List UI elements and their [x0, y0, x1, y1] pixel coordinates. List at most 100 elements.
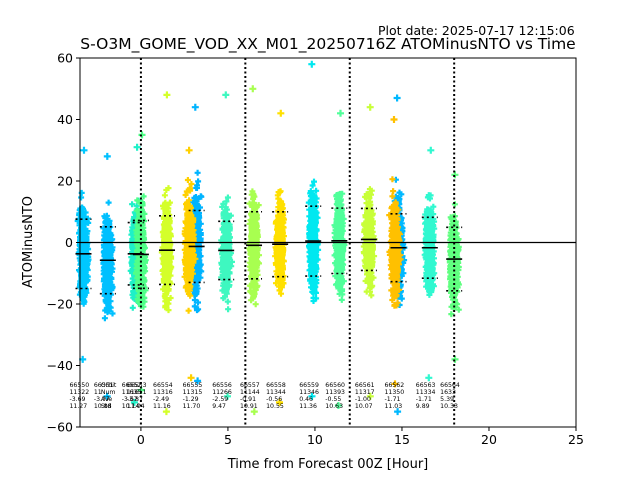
orbit-stat-4-0: 66554 — [153, 382, 173, 389]
orbit-stat-3-0: 66553 — [127, 382, 147, 389]
orbit-points-9 — [272, 109, 287, 406]
chart-title: S-O3M_GOME_VOD_XX_M01_20250716Z ATOMinus… — [80, 35, 575, 54]
orbit-stat-12-1: 11317 — [355, 389, 375, 396]
orbit-marks-0 — [74, 146, 92, 363]
x-tick-label-15: 15 — [394, 432, 410, 447]
orbit-stat-13-2: -1.71 — [384, 396, 400, 403]
y-tick-label--40: −40 — [47, 358, 73, 373]
orbit-marks-14 — [386, 116, 404, 388]
orbit-marks-9 — [272, 109, 287, 406]
y-tick-label-60: 60 — [57, 51, 73, 66]
orbit-stat-10-0: 66559 — [299, 382, 319, 389]
orbit-points-10 — [305, 60, 322, 400]
orbit-stat-1-3: 10.88 — [94, 403, 112, 410]
orbit-stat-0-1: 11322 — [69, 389, 89, 396]
orbit-marks-15 — [421, 146, 438, 382]
orbit-stat-11-0: 66560 — [325, 382, 345, 389]
orbit-points-15 — [421, 146, 438, 382]
plot-date: Plot date: 2025-07-17 12:15:06 — [378, 23, 575, 38]
x-tick-label-25: 25 — [568, 432, 584, 447]
x-tick-label-20: 20 — [481, 432, 497, 447]
orbit-marks-11 — [331, 109, 348, 409]
orbit-stat-0-2: -3.69 — [69, 396, 85, 403]
orbit-points-0 — [74, 146, 92, 363]
orbit-points-6 — [181, 146, 199, 382]
orbit-stat-8-0: 66557 — [240, 382, 260, 389]
orbit-stat-7-0: 66556 — [212, 382, 232, 389]
scatter-points — [74, 60, 462, 416]
orbit-stat-9-0: 66558 — [266, 382, 286, 389]
orbit-stat-5-1: 11315 — [183, 389, 203, 396]
orbit-marks-1 — [100, 152, 116, 400]
y-tick-label-40: 40 — [57, 112, 73, 127]
orbit-stat-11-2: -0.55 — [325, 396, 341, 403]
orbit-stat-12-0: 66561 — [355, 382, 375, 389]
orbit-marks-7 — [218, 91, 235, 400]
orbit-marks-6 — [181, 146, 199, 382]
orbit-marks-10 — [305, 60, 322, 400]
orbit-stat-2-3: 10.14 — [122, 403, 140, 410]
orbit-stat-2-0: 66552 — [122, 382, 142, 389]
orbit-stat-15-0: 66563 — [416, 382, 436, 389]
orbit-stat-10-1: 11346 — [299, 389, 319, 396]
orbit-stat-16-0: 66564 — [440, 382, 460, 389]
orbit-stat-12-3: 10.07 — [355, 403, 373, 410]
orbit-stat-5-3: 11.70 — [183, 403, 201, 410]
y-axis-label: ATOMinusNTO — [21, 196, 36, 288]
x-tick-label-5: 5 — [224, 432, 232, 447]
orbit-stat-2-2: -3.67 — [122, 396, 138, 403]
orbit-stat-0-0: 66550 — [69, 382, 89, 389]
orbit-points-8 — [246, 85, 262, 416]
axes: 0 5 10 15 20 25 −60 −40 −20 0 20 40 60 — [47, 51, 584, 448]
orbit-stat-5-2: -1.29 — [183, 396, 199, 403]
orbit-stat-15-1: 11334 — [416, 389, 436, 396]
orbit-stat-2-1: 11635 — [122, 389, 142, 396]
orbit-points-14 — [386, 116, 404, 388]
orbit-stat-1-0: 66551 — [94, 382, 114, 389]
stats-header-0: Orbit — [101, 382, 117, 389]
orbit-stat-15-3: 9.89 — [416, 403, 430, 410]
orbit-stat-16-2: 5.39 — [440, 396, 454, 403]
orbit-marks-8 — [246, 85, 262, 416]
stats-header-1: Num — [101, 389, 116, 396]
orbit-stat-11-3: 10.63 — [325, 403, 343, 410]
orbit-stat-5-0: 66555 — [183, 382, 203, 389]
orbit-stat-10-3: 11.36 — [299, 403, 317, 410]
x-tick-label-0: 0 — [137, 432, 145, 447]
orbit-stat-13-3: 11.03 — [384, 403, 402, 410]
stats-header-3: Std — [101, 403, 111, 410]
orbit-stat-9-3: 10.55 — [266, 403, 284, 410]
orbit-marks-12 — [360, 103, 378, 400]
stats-header-2: Ave — [101, 396, 113, 403]
orbit-stat-1-2: -3.77 — [94, 396, 110, 403]
orbit-stat-8-1: 11144 — [240, 389, 260, 396]
orbit-stat-9-2: -0.56 — [266, 396, 282, 403]
orbit-stat-9-1: 11344 — [266, 389, 286, 396]
orbit-stat-11-1: 11393 — [325, 389, 345, 396]
orbit-stat-16-1: 1633 — [440, 389, 456, 396]
orbit-stat-8-2: -0.91 — [240, 396, 256, 403]
orbit-points-12 — [360, 103, 378, 400]
orbit-stat-13-0: 66562 — [384, 382, 404, 389]
y-tick-label-0: 0 — [65, 235, 73, 250]
orbit-marks-4 — [158, 91, 175, 416]
orbit-stat-1-1: 11 — [94, 389, 102, 396]
orbit-stat-0-3: 11.27 — [69, 403, 87, 410]
orbit-stat-3-1: 11611 — [127, 389, 147, 396]
orbit-stat-10-2: 0.46 — [299, 396, 313, 403]
orbit-points-4 — [158, 91, 175, 416]
y-tick-label-20: 20 — [57, 174, 73, 189]
orbit-stat-4-3: 11.16 — [153, 403, 171, 410]
orbit-stat-3-3: 11.04 — [127, 403, 145, 410]
orbit-stat-16-3: 10.33 — [440, 403, 458, 410]
orbit-points-1 — [100, 152, 116, 400]
orbit-stat-12-2: -1.00 — [355, 396, 371, 403]
x-axis-label: Time from Forecast 00Z [Hour] — [227, 457, 429, 472]
orbit-stat-7-2: -2.59 — [212, 396, 228, 403]
orbit-stat-7-1: 11266 — [212, 389, 232, 396]
orbit-stat-8-3: 10.91 — [240, 403, 258, 410]
x-tick-label-10: 10 — [307, 432, 323, 447]
y-tick-label--60: −60 — [47, 420, 73, 435]
